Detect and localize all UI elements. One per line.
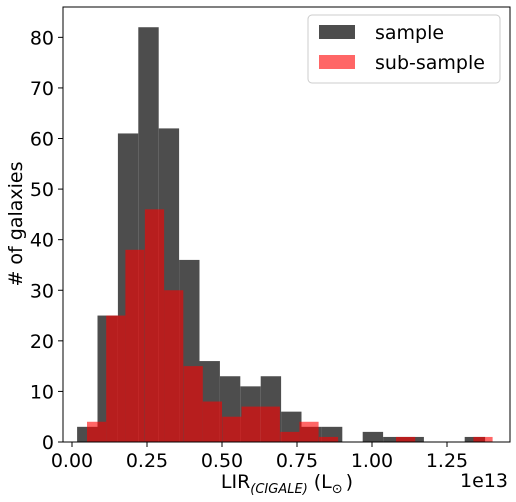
y-tick-label-4: 40 bbox=[30, 230, 54, 252]
bar-sub-sample-9 bbox=[260, 406, 280, 442]
x-tick-label-4: 1.00 bbox=[351, 450, 393, 472]
y-tick-label-7: 70 bbox=[30, 78, 54, 100]
x-axis-label-unit-sub: ⊙ bbox=[332, 482, 343, 497]
bar-sub-sample-0 bbox=[87, 421, 107, 442]
bar-sub-sample-7 bbox=[222, 416, 242, 442]
bar-sub-sample-10 bbox=[280, 431, 300, 442]
offset-text: 1e13 bbox=[460, 470, 508, 492]
x-tick-label-1: 0.25 bbox=[126, 450, 168, 472]
legend-swatch-sub-sample bbox=[319, 55, 355, 69]
legend: sample sub-sample bbox=[307, 14, 501, 84]
series-sub-sample-bars bbox=[87, 209, 493, 442]
bar-sub-sample-3 bbox=[144, 209, 165, 442]
y-tick-label-1: 10 bbox=[30, 381, 54, 403]
y-axis-ticks: 0 10 20 30 40 50 60 70 80 bbox=[30, 27, 63, 454]
x-tick-label-3: 0.75 bbox=[276, 450, 318, 472]
bar-sub-sample-5 bbox=[183, 366, 203, 442]
x-tick-label-0: 0.00 bbox=[51, 450, 93, 472]
bar-sub-sample-4 bbox=[164, 290, 184, 442]
bar-sample-15 bbox=[383, 436, 404, 442]
bar-sub-sample-12 bbox=[318, 436, 339, 442]
legend-swatch-sample bbox=[319, 25, 355, 39]
bar-sub-sample-1 bbox=[106, 315, 126, 442]
bar-sub-sample-16 bbox=[396, 436, 416, 442]
x-tick-label-5: 1.25 bbox=[426, 450, 468, 472]
legend-label-sample: sample bbox=[375, 22, 444, 44]
x-axis-ticks: 0.00 0.25 0.50 0.75 1.00 1.25 bbox=[51, 442, 468, 472]
bar-sub-sample-11 bbox=[299, 421, 319, 442]
bar-sample-14 bbox=[362, 431, 384, 442]
y-tick-label-3: 30 bbox=[30, 280, 54, 302]
y-tick-label-0: 0 bbox=[42, 432, 54, 454]
y-tick-label-8: 80 bbox=[30, 27, 54, 49]
x-axis-label-unit-close: ) bbox=[346, 471, 353, 493]
bar-sub-sample-6 bbox=[202, 401, 222, 442]
bar-sub-sample-2 bbox=[125, 249, 145, 442]
legend-label-sub-sample: sub-sample bbox=[375, 52, 485, 74]
y-tick-label-6: 60 bbox=[30, 129, 54, 151]
y-tick-label-2: 20 bbox=[30, 331, 54, 353]
x-axis-label-main: LIR bbox=[221, 471, 250, 493]
legend-box bbox=[307, 14, 501, 84]
y-axis-label: # of galaxies bbox=[5, 161, 27, 286]
bar-sub-sample-8 bbox=[241, 406, 261, 442]
x-tick-label-2: 0.50 bbox=[201, 450, 243, 472]
y-tick-label-5: 50 bbox=[30, 179, 54, 201]
x-axis-label-unit: (L bbox=[314, 471, 332, 493]
x-axis-label-sub: (CIGALE) bbox=[250, 482, 307, 497]
plot-frame bbox=[62, 6, 511, 443]
x-axis-label: LIR(CIGALE) (L⊙) bbox=[221, 471, 353, 497]
bar-sub-sample-20 bbox=[473, 436, 493, 442]
